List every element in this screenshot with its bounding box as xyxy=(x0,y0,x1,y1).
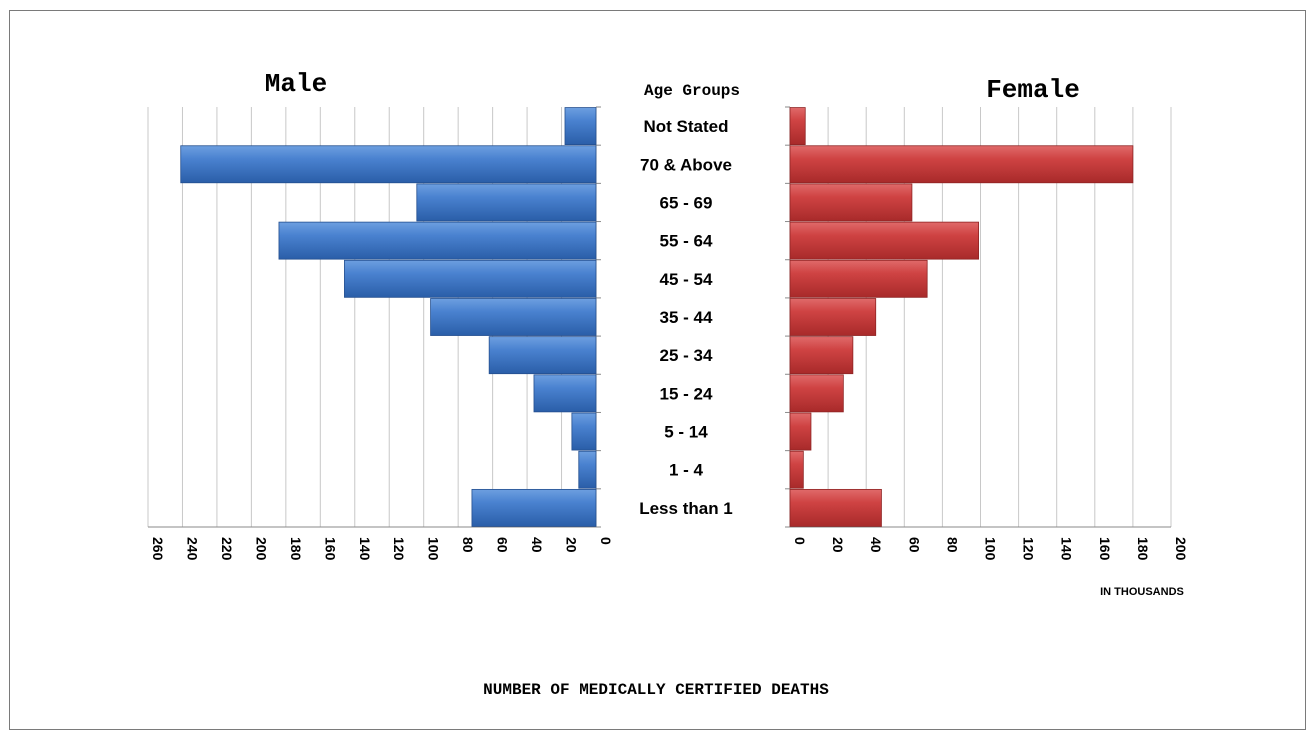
male-bar xyxy=(533,374,597,413)
age-group-label: 5 - 14 xyxy=(664,423,708,442)
female-bar xyxy=(789,183,913,222)
male-tick-label: 200 xyxy=(253,537,269,561)
male-tick-label: 40 xyxy=(529,537,545,553)
age-group-label: 45 - 54 xyxy=(660,270,713,289)
female-bar xyxy=(789,107,806,146)
female-bar xyxy=(789,450,804,489)
male-bar xyxy=(488,336,597,375)
age-group-label: 65 - 69 xyxy=(660,193,713,212)
female-series-title: Female xyxy=(986,75,1080,105)
male-tick-label: 80 xyxy=(460,537,476,553)
age-groups-heading: Age Groups xyxy=(644,82,740,100)
female-tick-label: 60 xyxy=(906,537,922,553)
male-tick-label: 140 xyxy=(357,537,373,561)
male-bar xyxy=(471,488,597,527)
male-tick-label: 60 xyxy=(495,537,511,553)
female-bar xyxy=(789,488,882,527)
age-group-label: 25 - 34 xyxy=(660,346,713,365)
age-group-label: 55 - 64 xyxy=(660,232,713,251)
units-note: IN THOUSANDS xyxy=(1100,586,1184,598)
male-tick-label: 0 xyxy=(598,537,614,545)
age-group-label: 1 - 4 xyxy=(669,461,704,480)
female-bar xyxy=(789,145,1134,184)
female-tick-label: 0 xyxy=(792,537,808,545)
female-bar xyxy=(789,374,844,413)
male-bar xyxy=(180,145,597,184)
female-axis-ticks: 0 20 40 60 80 100 120 140 160 180 200 xyxy=(792,537,1189,561)
male-tick-label: 160 xyxy=(322,537,338,561)
male-tick-label: 240 xyxy=(184,537,200,561)
female-tick-label: 180 xyxy=(1135,537,1151,561)
male-bar xyxy=(571,412,597,451)
male-bar xyxy=(564,107,597,146)
male-bar xyxy=(344,259,597,298)
age-group-label: Less than 1 xyxy=(639,499,733,518)
female-tick-label: 200 xyxy=(1173,537,1189,561)
pyramid-chart: 0 20 40 60 80 100 120 140 160 180 200 220 240 260 0 20… xyxy=(147,69,1189,699)
female-tick-label: 160 xyxy=(1097,537,1113,561)
female-bars xyxy=(789,107,1134,527)
male-tick-label: 20 xyxy=(564,537,580,553)
male-series-title: Male xyxy=(265,69,327,99)
female-bar xyxy=(789,298,877,336)
chart-title: NUMBER OF MEDICALLY CERTIFIED DEATHS xyxy=(483,681,829,699)
female-tick-label: 120 xyxy=(1021,537,1037,561)
age-group-label: Not Stated xyxy=(644,117,729,136)
male-tick-label: 120 xyxy=(391,537,407,561)
male-axis-ticks: 0 20 40 60 80 100 120 140 160 180 200 220 240 260 xyxy=(150,537,614,561)
female-tick-label: 20 xyxy=(830,537,846,553)
age-group-labels: Not Stated 70 & Above 65 - 69 55 - 64 45 - 5… xyxy=(639,117,733,518)
age-group-label: 15 - 24 xyxy=(660,384,713,403)
female-bar xyxy=(789,336,854,375)
male-tick-label: 260 xyxy=(150,537,166,561)
female-tick-label: 100 xyxy=(983,537,999,561)
female-bar xyxy=(789,259,928,298)
male-bar xyxy=(430,298,597,336)
male-tick-label: 100 xyxy=(426,537,442,561)
female-tick-label: 40 xyxy=(868,537,884,553)
age-group-label: 70 & Above xyxy=(640,155,732,174)
male-bar xyxy=(416,183,597,222)
female-tick-label: 140 xyxy=(1059,537,1075,561)
male-tick-label: 180 xyxy=(288,537,304,561)
female-tick-label: 80 xyxy=(944,537,960,553)
male-bar xyxy=(578,450,597,489)
female-bar xyxy=(789,412,812,451)
age-group-label: 35 - 44 xyxy=(660,308,713,327)
male-bar xyxy=(278,221,597,260)
male-tick-label: 220 xyxy=(219,537,235,561)
male-bars xyxy=(180,107,597,527)
female-bar xyxy=(789,221,979,260)
